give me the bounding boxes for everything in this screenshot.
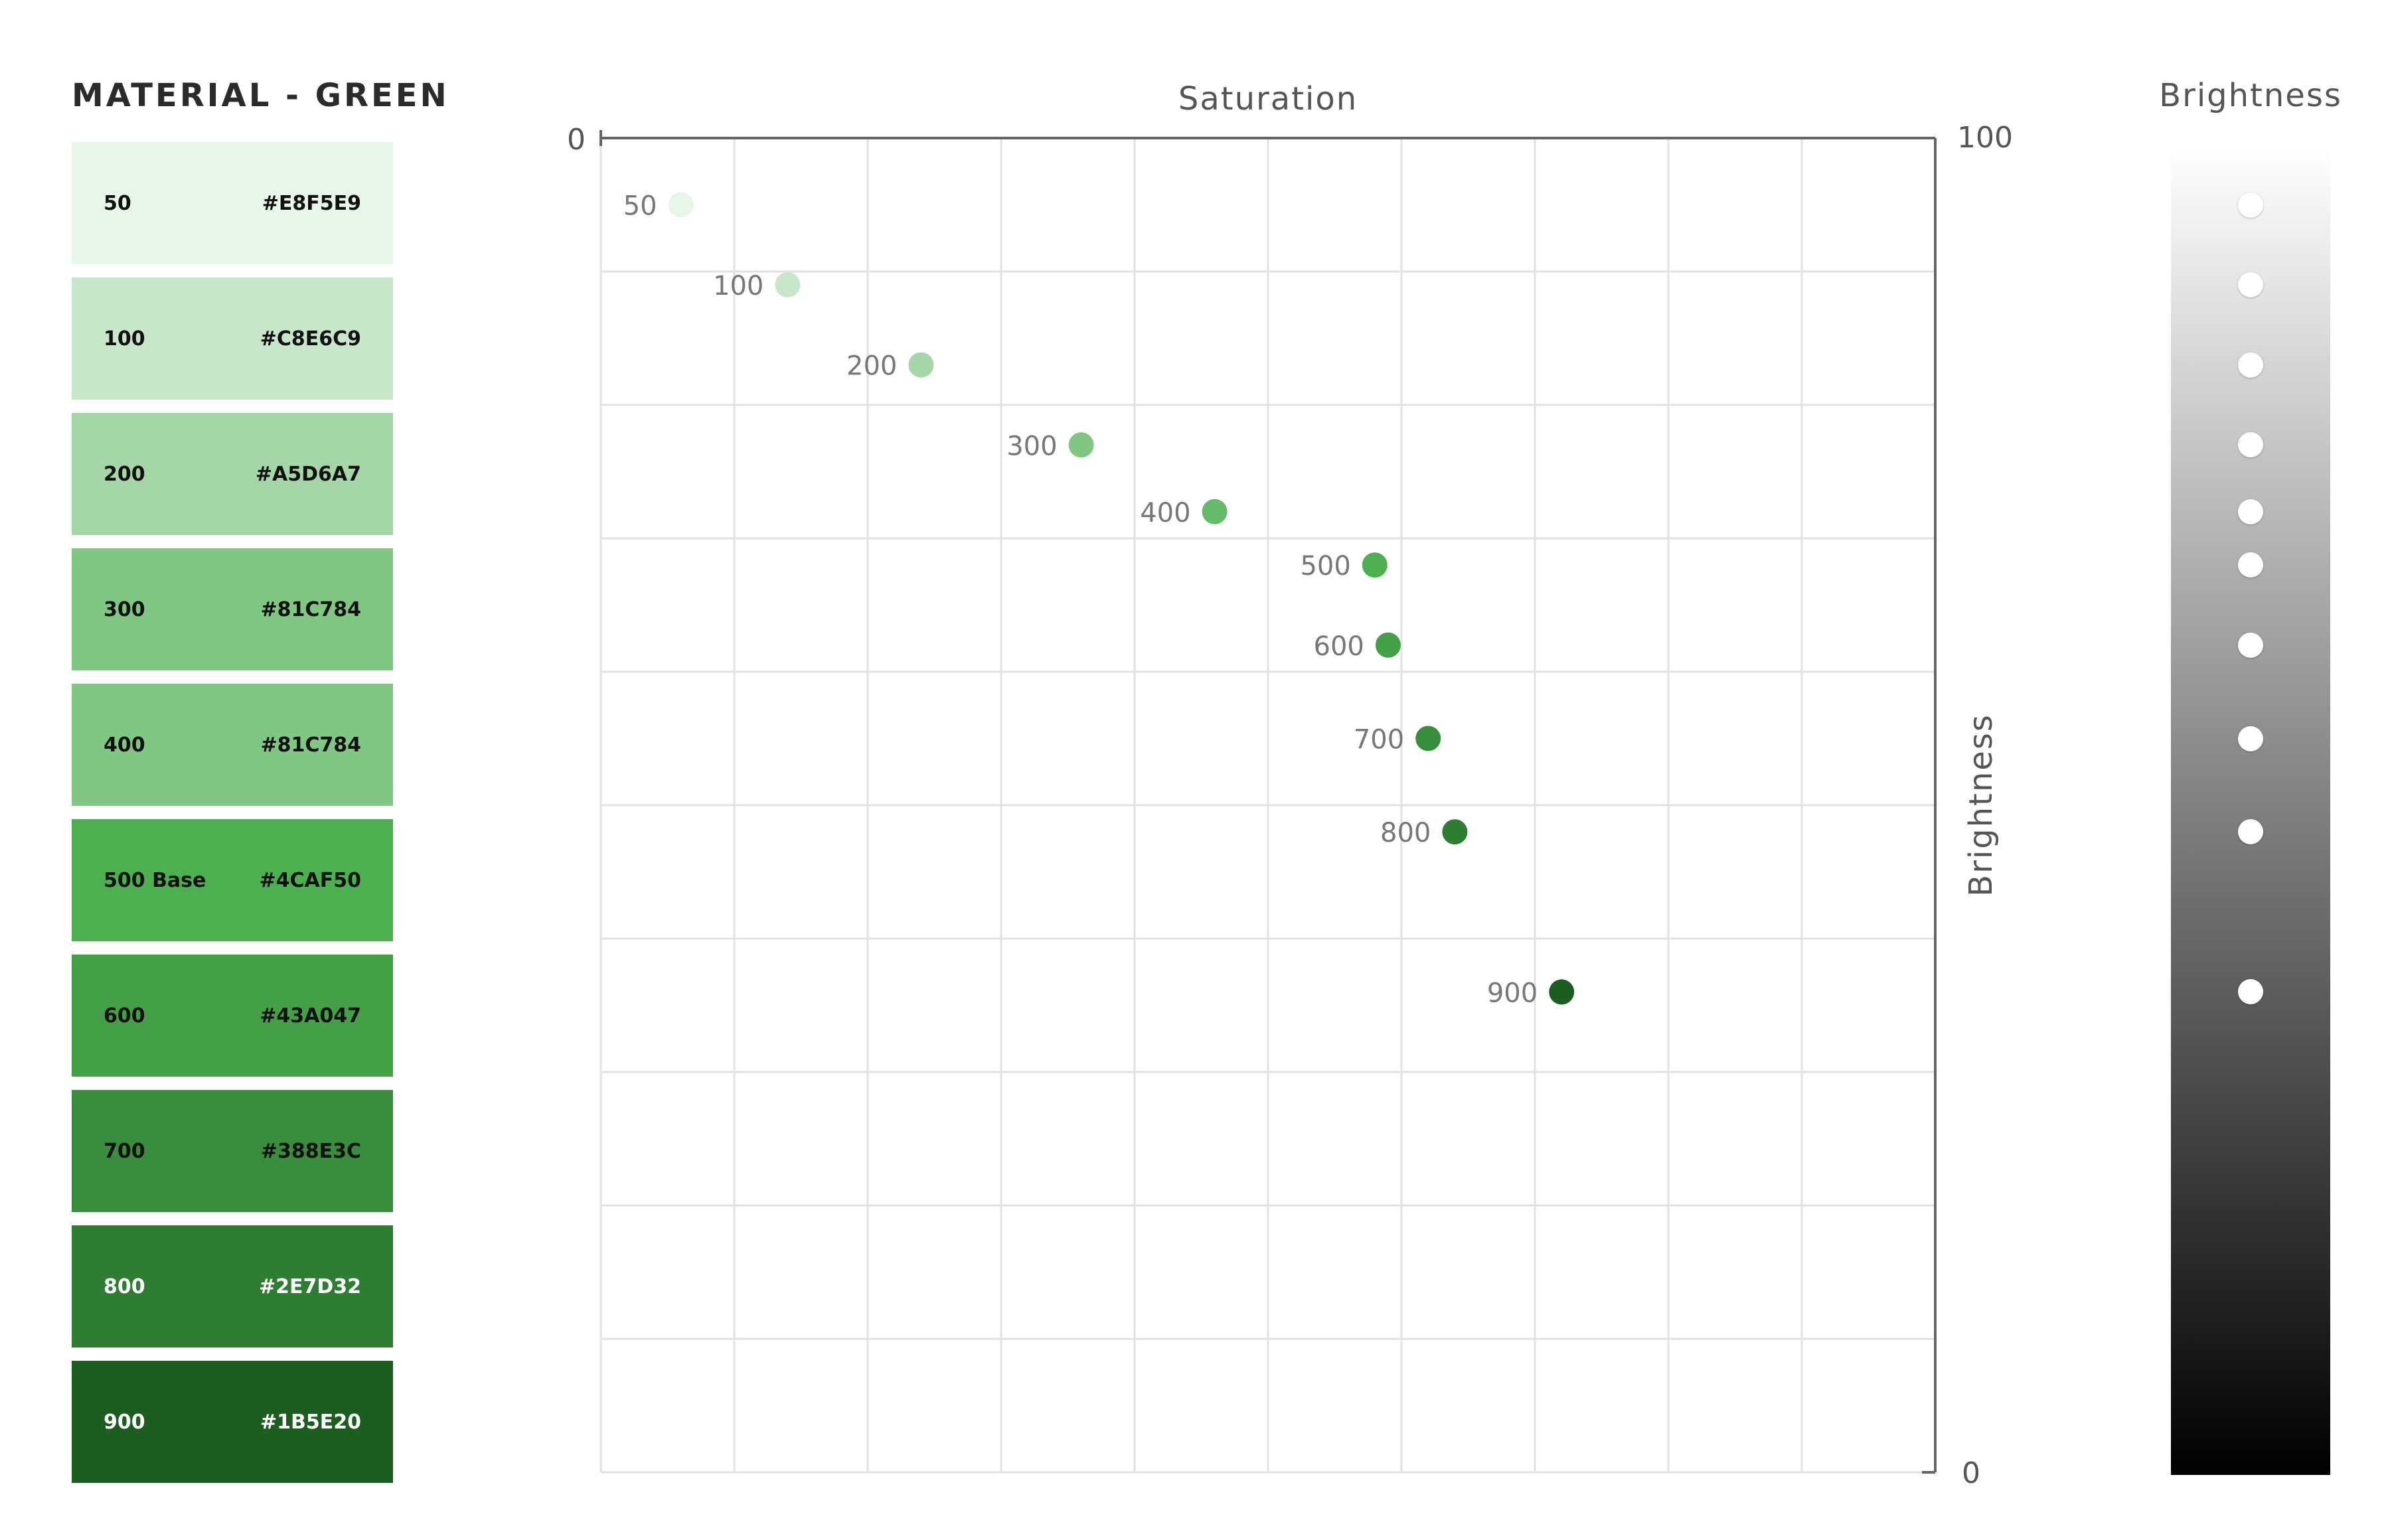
palette-title: MATERIAL - GREEN (72, 77, 449, 114)
swatch-label: 900 (104, 1410, 145, 1434)
x-tick-label-end: 100 (1957, 121, 2013, 155)
x-tick-label-start: 0 (567, 123, 586, 157)
data-label-400: 400 (1140, 498, 1190, 528)
swatch-hex: #1B5E20 (260, 1410, 361, 1434)
data-point-500 (1362, 552, 1388, 578)
swatch-100: 100 #C8E6C9 (72, 277, 393, 400)
y-tick-label-bottom: 0 (1962, 1456, 1980, 1490)
data-label-600: 600 (1314, 631, 1364, 662)
data-label-50: 50 (623, 191, 657, 222)
data-label-200: 200 (846, 351, 897, 382)
data-point-200 (908, 352, 934, 378)
swatch-label: 800 (104, 1274, 145, 1298)
swatch-700: 700 #388E3C (72, 1090, 393, 1212)
swatch-list: 50 #E8F5E9 100 #C8E6C9 200 #A5D6A7 300 #81C784 4… (72, 142, 393, 1496)
swatch-300: 300 #81C784 (72, 548, 393, 670)
swatch-hex: #E8F5E9 (262, 191, 361, 215)
brightness-panel-title: Brightness (2159, 77, 2342, 114)
swatch-hex: #4CAF50 (259, 868, 362, 892)
swatch-label: 500 Base (104, 868, 206, 892)
y-axis-title: Brightness (1962, 714, 2000, 897)
swatch-hex: #43A047 (260, 1004, 361, 1028)
data-point-100 (775, 272, 801, 298)
swatch-label: 700 (104, 1139, 145, 1163)
swatch-label: 100 (104, 327, 145, 350)
swatch-400: 400 #81C784 (72, 684, 393, 806)
swatch-200: 200 #A5D6A7 (72, 413, 393, 535)
swatch-hex: #388E3C (260, 1139, 361, 1163)
x-axis-title: Saturation (1178, 80, 1358, 117)
swatch-label: 50 (104, 191, 131, 215)
data-point-300 (1068, 432, 1094, 458)
swatch-hex: #C8E6C9 (260, 327, 361, 350)
data-label-100: 100 (713, 271, 763, 301)
swatch-hex: #A5D6A7 (255, 462, 361, 486)
data-label-500: 500 (1300, 551, 1350, 581)
data-point-700 (1415, 726, 1441, 751)
data-point-50 (668, 192, 694, 218)
data-label-700: 700 (1354, 725, 1404, 755)
data-label-300: 300 (1006, 431, 1057, 461)
swatch-label: 300 (104, 597, 145, 621)
swatch-label: 600 (104, 1004, 145, 1028)
swatch-hex: #2E7D32 (258, 1274, 361, 1298)
data-point-900 (1549, 979, 1575, 1005)
data-label-900: 900 (1487, 978, 1538, 1008)
swatch-hex: #81C784 (260, 597, 361, 621)
swatch-800: 800 #2E7D32 (72, 1225, 393, 1348)
swatch-hex: #81C784 (260, 733, 361, 757)
data-label-800: 800 (1380, 818, 1431, 848)
swatch-50: 50 #E8F5E9 (72, 142, 393, 264)
data-point-400 (1202, 499, 1228, 524)
swatch-500: 500 Base #4CAF50 (72, 819, 393, 941)
swatch-600: 600 #43A047 (72, 955, 393, 1077)
swatch-label: 200 (104, 462, 145, 486)
swatch-label: 400 (104, 733, 145, 757)
data-point-800 (1442, 819, 1468, 845)
brightness-gradient-bar (2171, 146, 2330, 1475)
swatch-900: 900 #1B5E20 (72, 1361, 393, 1483)
data-point-600 (1375, 632, 1401, 658)
